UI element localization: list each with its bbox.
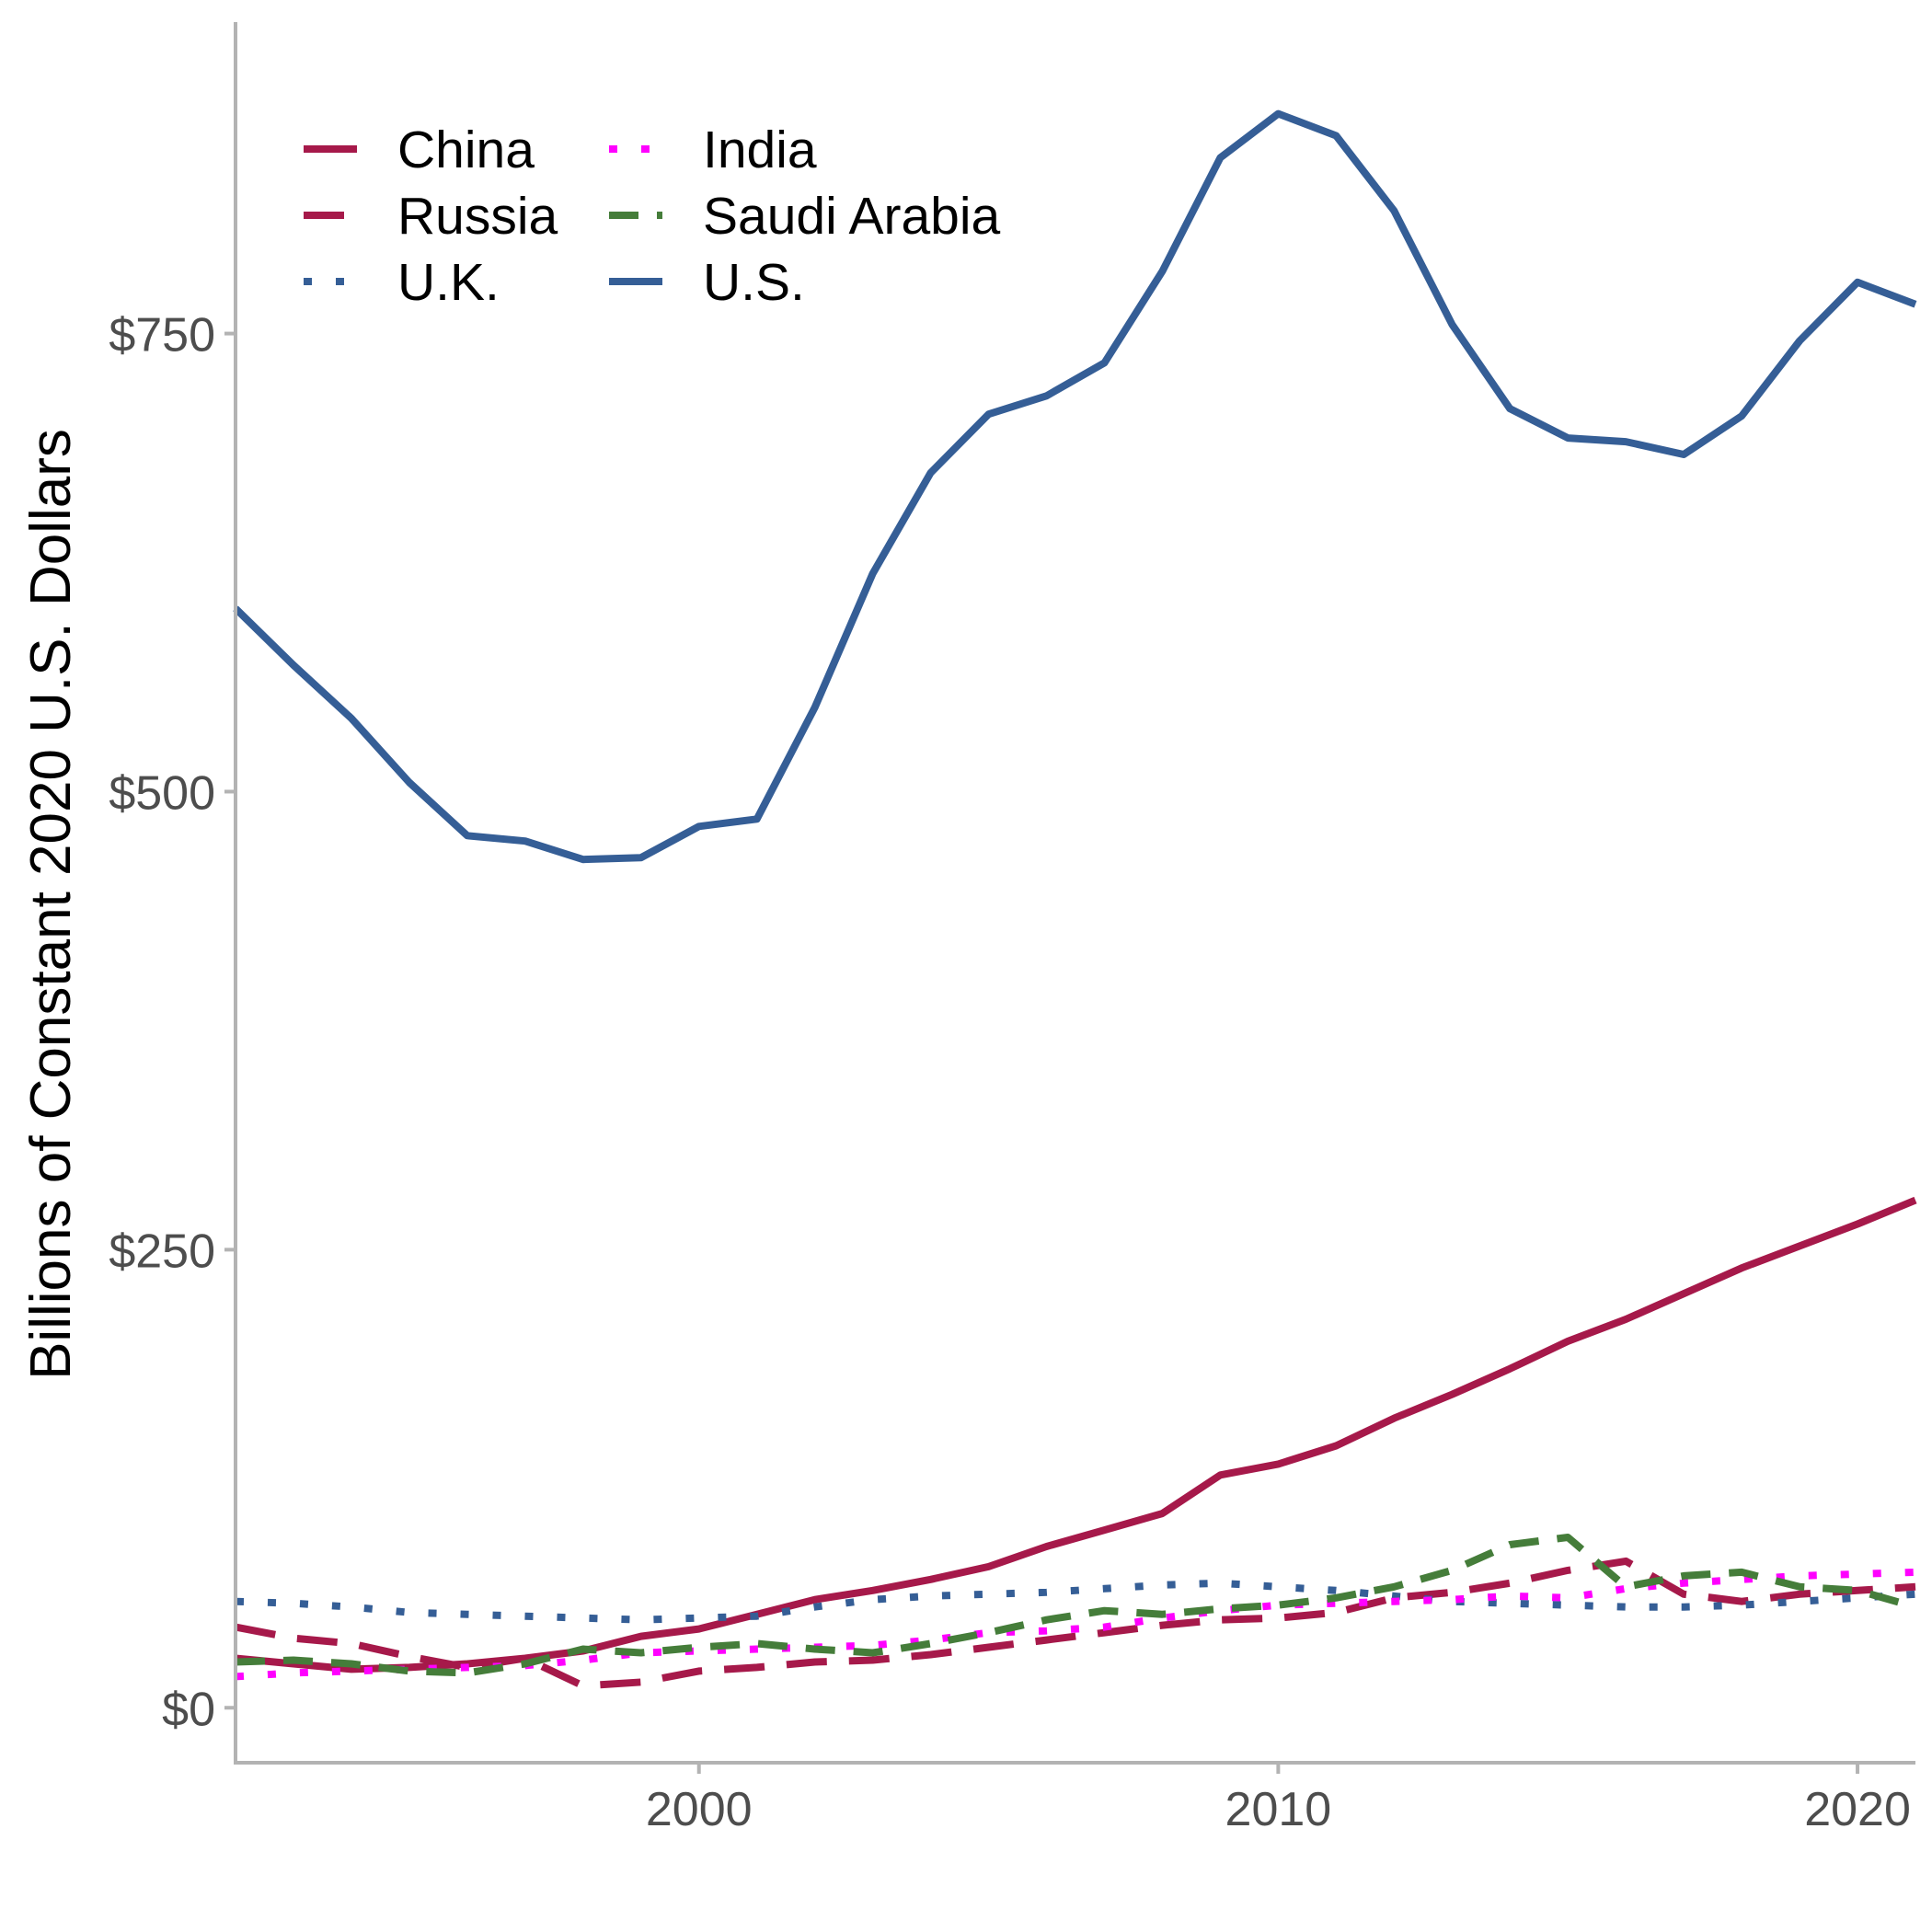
y-tick-label: $500: [109, 766, 215, 820]
y-axis-title: Billions of Constant 2020 U.S. Dollars: [19, 429, 83, 1380]
series-line-china: [235, 1196, 1917, 1673]
series-line-u-s: [233, 109, 1917, 864]
legend-label-u-k: U.K.: [397, 253, 500, 312]
x-tick-label: 2020: [1804, 1783, 1911, 1836]
axes: [234, 22, 1915, 1765]
series-line-u-k: [235, 1579, 1916, 1624]
x-tick-label: 2000: [646, 1783, 753, 1836]
series-layer: [233, 109, 1917, 1690]
series-line-saudi-arabia: [235, 1534, 1917, 1677]
ticks: $0 $250 $500 $750 2000 2010 2020: [109, 309, 1911, 1836]
x-tick-label: 2010: [1225, 1783, 1332, 1836]
legend-label-china: China: [397, 121, 535, 179]
legend-label-saudi-arabia: Saudi Arabia: [703, 187, 1001, 246]
legend-label-u-s: U.S.: [703, 253, 805, 312]
y-tick-label: $0: [162, 1683, 215, 1736]
y-tick-label: $750: [109, 309, 215, 362]
series-line-russia: [235, 1557, 1916, 1690]
series-line-india: [235, 1568, 1916, 1681]
legend-label-india: India: [703, 121, 817, 179]
y-tick-label: $250: [109, 1225, 215, 1278]
legend: China Russia U.K. India Saudi Arabia U.S.: [304, 121, 1001, 312]
legend-label-russia: Russia: [397, 187, 558, 246]
